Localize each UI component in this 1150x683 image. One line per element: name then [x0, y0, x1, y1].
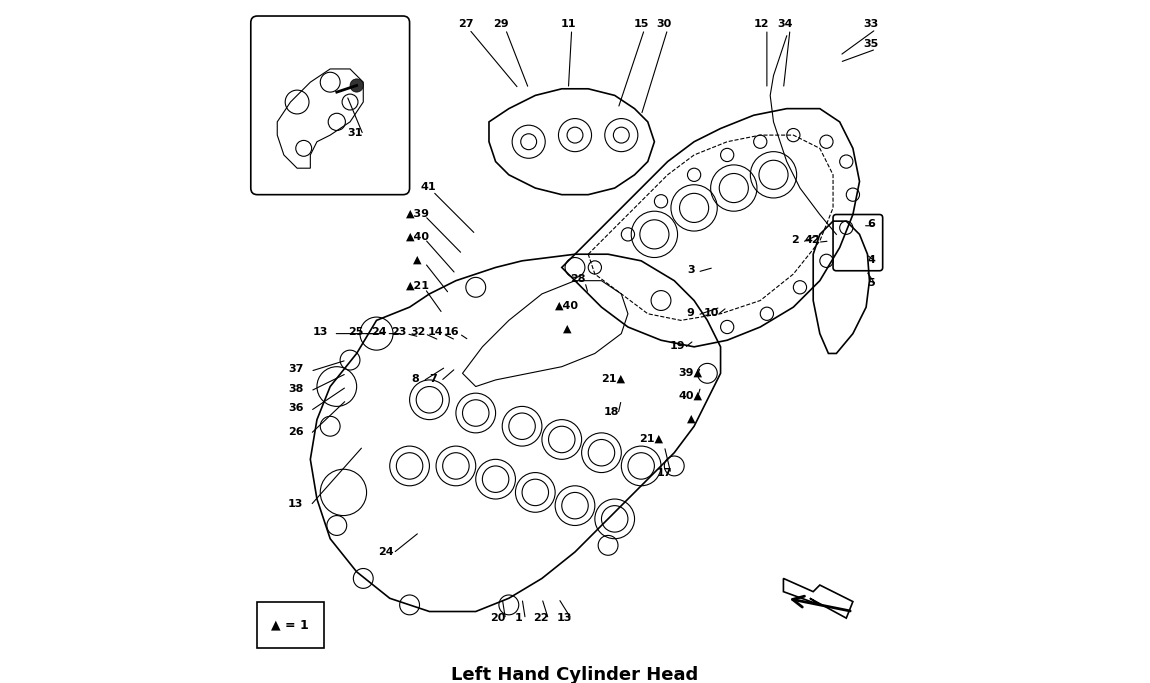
- Text: 31: 31: [347, 128, 363, 138]
- Text: 33: 33: [864, 19, 879, 29]
- Text: 20: 20: [491, 613, 506, 623]
- Text: 23: 23: [391, 327, 407, 337]
- Text: 40▲: 40▲: [678, 391, 703, 401]
- Text: 10: 10: [704, 308, 719, 318]
- Text: ▲: ▲: [562, 323, 572, 333]
- Text: 8: 8: [411, 374, 419, 384]
- Text: 7: 7: [430, 374, 437, 384]
- Text: 18: 18: [604, 407, 619, 417]
- Text: 4: 4: [867, 255, 875, 264]
- Text: 13: 13: [557, 613, 572, 623]
- Text: 2: 2: [791, 235, 798, 245]
- Text: 32: 32: [409, 327, 426, 337]
- Text: 39▲: 39▲: [678, 367, 703, 378]
- Text: 29: 29: [493, 19, 508, 29]
- Text: 1: 1: [514, 613, 522, 623]
- Text: 15: 15: [634, 19, 649, 29]
- Text: 12: 12: [754, 19, 769, 29]
- Text: Left Hand Cylinder Head: Left Hand Cylinder Head: [451, 667, 699, 683]
- Text: 35: 35: [864, 40, 879, 49]
- Text: 9: 9: [687, 308, 695, 318]
- Text: 42: 42: [804, 235, 820, 245]
- Text: 27: 27: [458, 19, 474, 29]
- Text: 21▲: 21▲: [601, 374, 626, 384]
- Text: ▲40: ▲40: [555, 301, 580, 311]
- Text: 38: 38: [289, 384, 304, 393]
- Text: ▲: ▲: [687, 414, 695, 424]
- Text: 37: 37: [289, 363, 304, 374]
- Text: 13: 13: [313, 327, 328, 337]
- Text: 19: 19: [669, 342, 685, 351]
- Text: 22: 22: [534, 613, 549, 623]
- Text: ▲ = 1: ▲ = 1: [270, 618, 308, 631]
- Text: ▲39: ▲39: [406, 208, 429, 218]
- Text: 26: 26: [288, 427, 304, 436]
- Text: 14: 14: [428, 327, 443, 337]
- Text: 30: 30: [657, 19, 672, 29]
- Text: ▲: ▲: [413, 255, 422, 264]
- Text: 3: 3: [687, 265, 695, 275]
- Text: 21▲: 21▲: [639, 434, 664, 444]
- Text: 36: 36: [288, 404, 304, 413]
- Text: 13: 13: [289, 499, 304, 510]
- Text: 25: 25: [347, 327, 363, 337]
- Text: 5: 5: [867, 279, 875, 288]
- Circle shape: [350, 79, 363, 92]
- Text: 11: 11: [561, 19, 576, 29]
- Text: 28: 28: [570, 275, 586, 284]
- Text: 34: 34: [777, 19, 794, 29]
- Text: 24: 24: [378, 547, 393, 557]
- Text: 17: 17: [657, 468, 672, 477]
- Text: ▲40: ▲40: [406, 232, 429, 241]
- Text: 41: 41: [420, 182, 436, 192]
- Text: ▲21: ▲21: [406, 281, 429, 291]
- Text: 24: 24: [371, 327, 386, 337]
- Text: 16: 16: [444, 327, 460, 337]
- Text: 6: 6: [867, 219, 875, 229]
